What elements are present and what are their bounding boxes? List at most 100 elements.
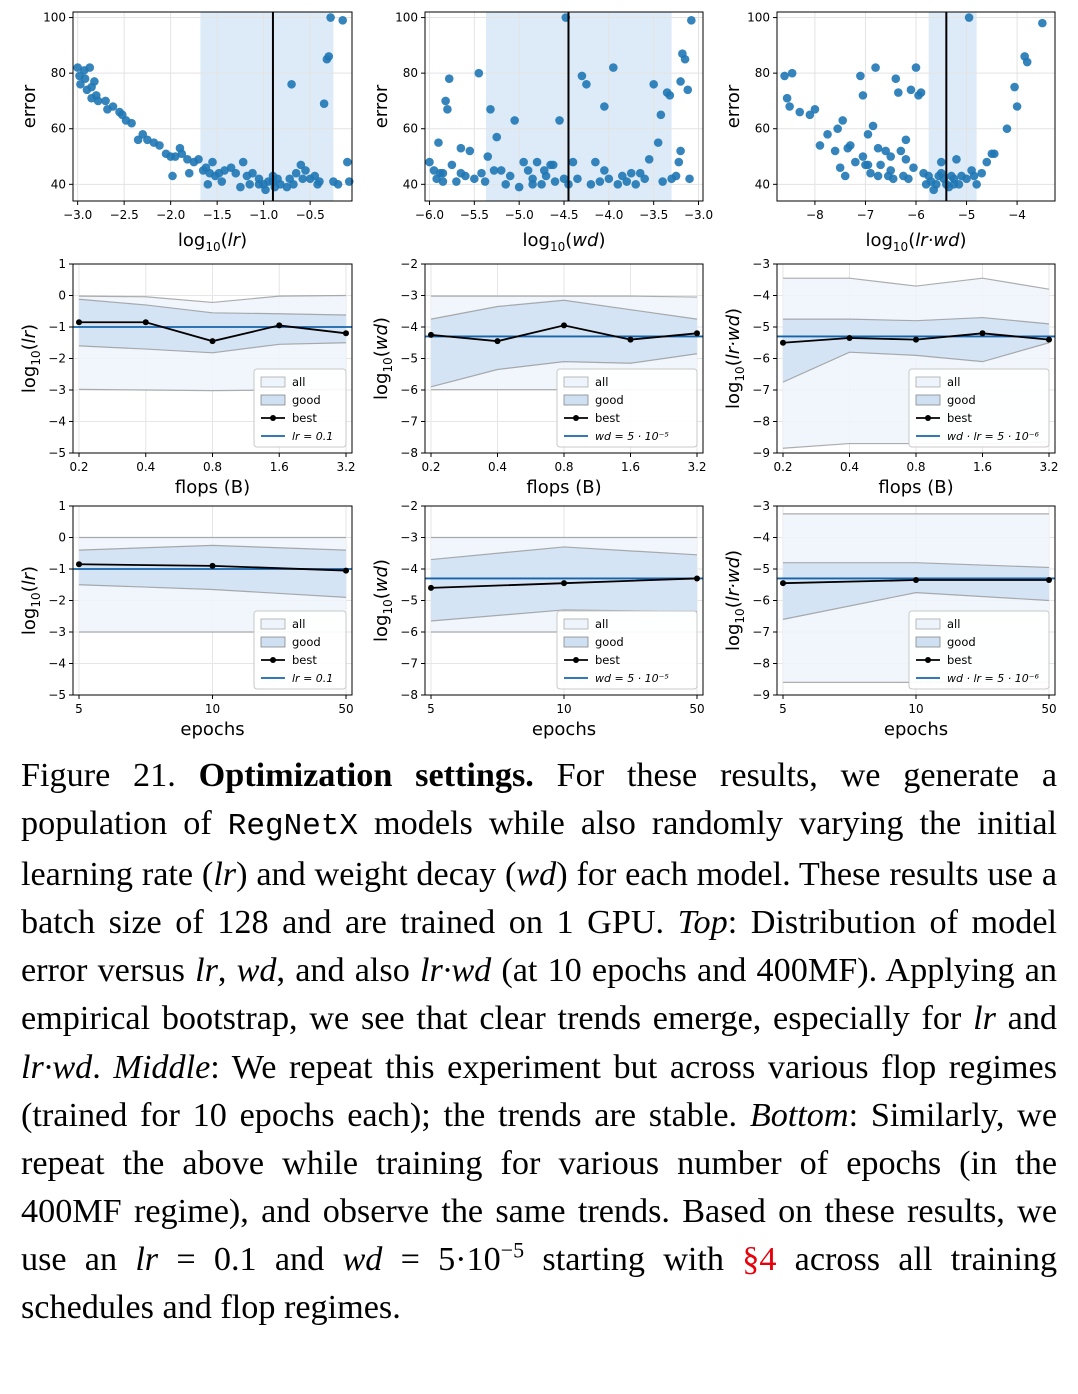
scatter-point bbox=[787, 68, 797, 78]
caption-text: . bbox=[92, 1048, 101, 1086]
x-axis-label-text: log10(lr) bbox=[178, 230, 247, 254]
scatter-point bbox=[626, 168, 636, 178]
axis-label-part: epochs bbox=[532, 719, 596, 740]
y-tick-label: −4 bbox=[48, 657, 66, 671]
scatter-point bbox=[289, 180, 298, 189]
y-tick-label: 40 bbox=[51, 177, 66, 191]
scatter-point bbox=[876, 160, 885, 170]
axis-label-part: log bbox=[371, 615, 392, 642]
scatter-point bbox=[795, 107, 805, 117]
scatter-point bbox=[667, 174, 676, 184]
math-lrwd: lr·wd bbox=[419, 952, 492, 990]
axis-label-part: wd bbox=[572, 230, 599, 251]
scatter-point bbox=[456, 168, 466, 178]
x-tick-label: 5 bbox=[75, 702, 83, 716]
legend-box bbox=[556, 610, 698, 690]
scatter-point bbox=[858, 91, 868, 100]
y-tick-label: −6 bbox=[400, 383, 418, 397]
legend-label-all: all bbox=[292, 375, 305, 389]
x-tick-label: 0.4 bbox=[136, 460, 155, 474]
legend-label-good: good bbox=[947, 635, 976, 649]
x-tick-label: −2.0 bbox=[156, 208, 185, 222]
scatter-point bbox=[344, 177, 354, 186]
x-tick-label: 1.6 bbox=[270, 460, 289, 474]
math-wd: wd bbox=[236, 952, 277, 990]
scatter-point bbox=[231, 168, 241, 178]
legend-swatch-all bbox=[563, 376, 589, 388]
scatter-point bbox=[254, 180, 264, 189]
axis-label-part: log bbox=[19, 366, 40, 393]
x-axis-label-text: log10(lr·wd) bbox=[865, 230, 966, 254]
scatter-point bbox=[840, 171, 850, 181]
y-tick-label: −7 bbox=[752, 383, 770, 397]
axis-label-part: 10 bbox=[205, 240, 220, 254]
x-axis-label: flops (B) bbox=[175, 477, 250, 498]
y-tick-label: −4 bbox=[752, 289, 770, 303]
axis-label-part: ( bbox=[221, 230, 228, 251]
x-axis-label: log10(lr) bbox=[178, 230, 247, 254]
scatter-point bbox=[815, 141, 825, 150]
x-tick-label: −2.5 bbox=[110, 208, 139, 222]
scatter-point bbox=[653, 138, 663, 147]
x-axis-label: log10(lr·wd) bbox=[865, 230, 966, 254]
scatter-point bbox=[644, 155, 654, 164]
caption-heading: Optimization settings. bbox=[198, 757, 534, 794]
scatter-point bbox=[911, 63, 921, 72]
y-axis-label-text: log10(lr) bbox=[19, 566, 43, 635]
y-axis-label: log10(lr·wd) bbox=[723, 550, 747, 651]
scatter-point bbox=[510, 116, 519, 125]
y-tick-label: −6 bbox=[752, 594, 770, 608]
scatter-point bbox=[184, 168, 194, 178]
scatter-point bbox=[962, 174, 971, 184]
x-tick-label: 1.6 bbox=[621, 460, 640, 474]
y-axis-label-text: error bbox=[19, 84, 40, 128]
scatter-point bbox=[501, 180, 511, 189]
y-tick-label: −5 bbox=[48, 446, 66, 460]
y-tick-label: 40 bbox=[755, 177, 770, 191]
scatter-point bbox=[333, 180, 343, 189]
scatter-point bbox=[555, 116, 564, 125]
axis-label-part: error bbox=[371, 84, 392, 128]
x-tick-label: −3.0 bbox=[684, 208, 713, 222]
y-tick-label: −1 bbox=[48, 320, 66, 334]
math-lr: lr bbox=[195, 952, 218, 990]
scatter-point bbox=[683, 85, 693, 95]
x-axis-label-text: flops (B) bbox=[175, 477, 250, 498]
y-tick-label: 80 bbox=[755, 66, 770, 80]
y-tick-label: −7 bbox=[752, 625, 770, 639]
legend-box bbox=[556, 368, 698, 448]
legend-label-all: all bbox=[947, 617, 960, 631]
axis-label-part: ( bbox=[19, 585, 40, 592]
axis-label-part: error bbox=[723, 84, 744, 128]
y-tick-label: 1 bbox=[58, 499, 66, 513]
y-tick-label: −3 bbox=[48, 383, 66, 397]
x-tick-label: −5.5 bbox=[460, 208, 489, 222]
good-band-edge bbox=[430, 353, 698, 388]
scatter-point bbox=[80, 74, 90, 84]
best-point bbox=[979, 330, 986, 337]
legend-label-all: all bbox=[292, 617, 305, 631]
axis-label-part: lr·wd bbox=[723, 314, 744, 359]
scatter-point bbox=[261, 185, 270, 195]
scatter-point bbox=[282, 182, 292, 192]
y-tick-label: −4 bbox=[752, 531, 770, 545]
good-band-edge bbox=[430, 299, 698, 320]
label-middle: Middle bbox=[113, 1048, 211, 1086]
scatter-point bbox=[238, 157, 248, 167]
section-link[interactable]: §4 bbox=[742, 1240, 777, 1278]
x-tick-label: 10 bbox=[556, 702, 571, 716]
math-wd: wd bbox=[342, 1240, 383, 1278]
best-point bbox=[561, 322, 567, 329]
scatter-point bbox=[949, 180, 959, 189]
scatter-point bbox=[194, 155, 203, 164]
axis-label-part: lr·wd bbox=[915, 230, 960, 251]
panel-bot-lrwd: 5 10 50−3−4−5−6−7−8−9epochslog10(lr·wd)all… bbox=[723, 499, 1057, 740]
scatter-point bbox=[640, 174, 650, 184]
figure-caption: Figure 21. Optimization settings. For th… bbox=[21, 752, 1057, 1332]
legend-swatch-all bbox=[915, 618, 941, 630]
axis-label-part: ( bbox=[371, 592, 392, 599]
good-band-edge bbox=[78, 298, 347, 316]
y-tick-label: −4 bbox=[400, 320, 418, 334]
figure-canvas: −3.0 −2.5 −2.0 −1.5 −1.0 −0.5406080100log10(l… bbox=[19, 11, 1059, 740]
